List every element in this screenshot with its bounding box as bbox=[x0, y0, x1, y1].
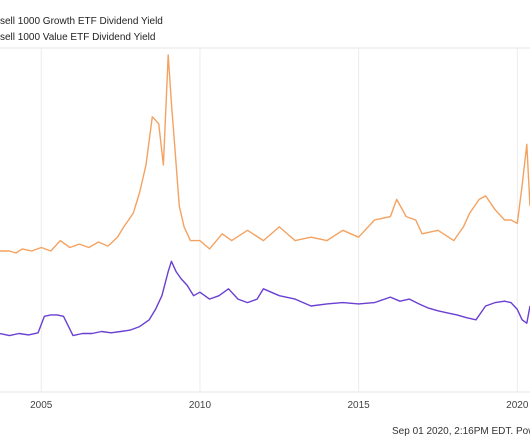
series-line-growth bbox=[0, 54, 530, 254]
chart-legend: sell 1000 Growth ETF Dividend Yield sell… bbox=[0, 14, 163, 46]
x-tick-label-2005: 2005 bbox=[30, 400, 53, 411]
legend-item-growth: sell 1000 Growth ETF Dividend Yield bbox=[0, 16, 163, 27]
x-tick-label-2015: 2015 bbox=[347, 400, 370, 411]
tick-layer: 2005 2010 2015 2020 bbox=[30, 400, 529, 411]
series-line-value bbox=[0, 260, 530, 337]
x-tick-label-2020: 2020 bbox=[506, 400, 529, 411]
x-tick-label-2010: 2010 bbox=[189, 400, 212, 411]
footer-timestamp: Sep 01 2020, 2:16PM EDT. Powered bbox=[392, 426, 530, 437]
legend-item-value: sell 1000 Value ETF Dividend Yield bbox=[0, 32, 156, 43]
series-layer bbox=[0, 54, 530, 337]
grid-layer bbox=[0, 47, 530, 393]
